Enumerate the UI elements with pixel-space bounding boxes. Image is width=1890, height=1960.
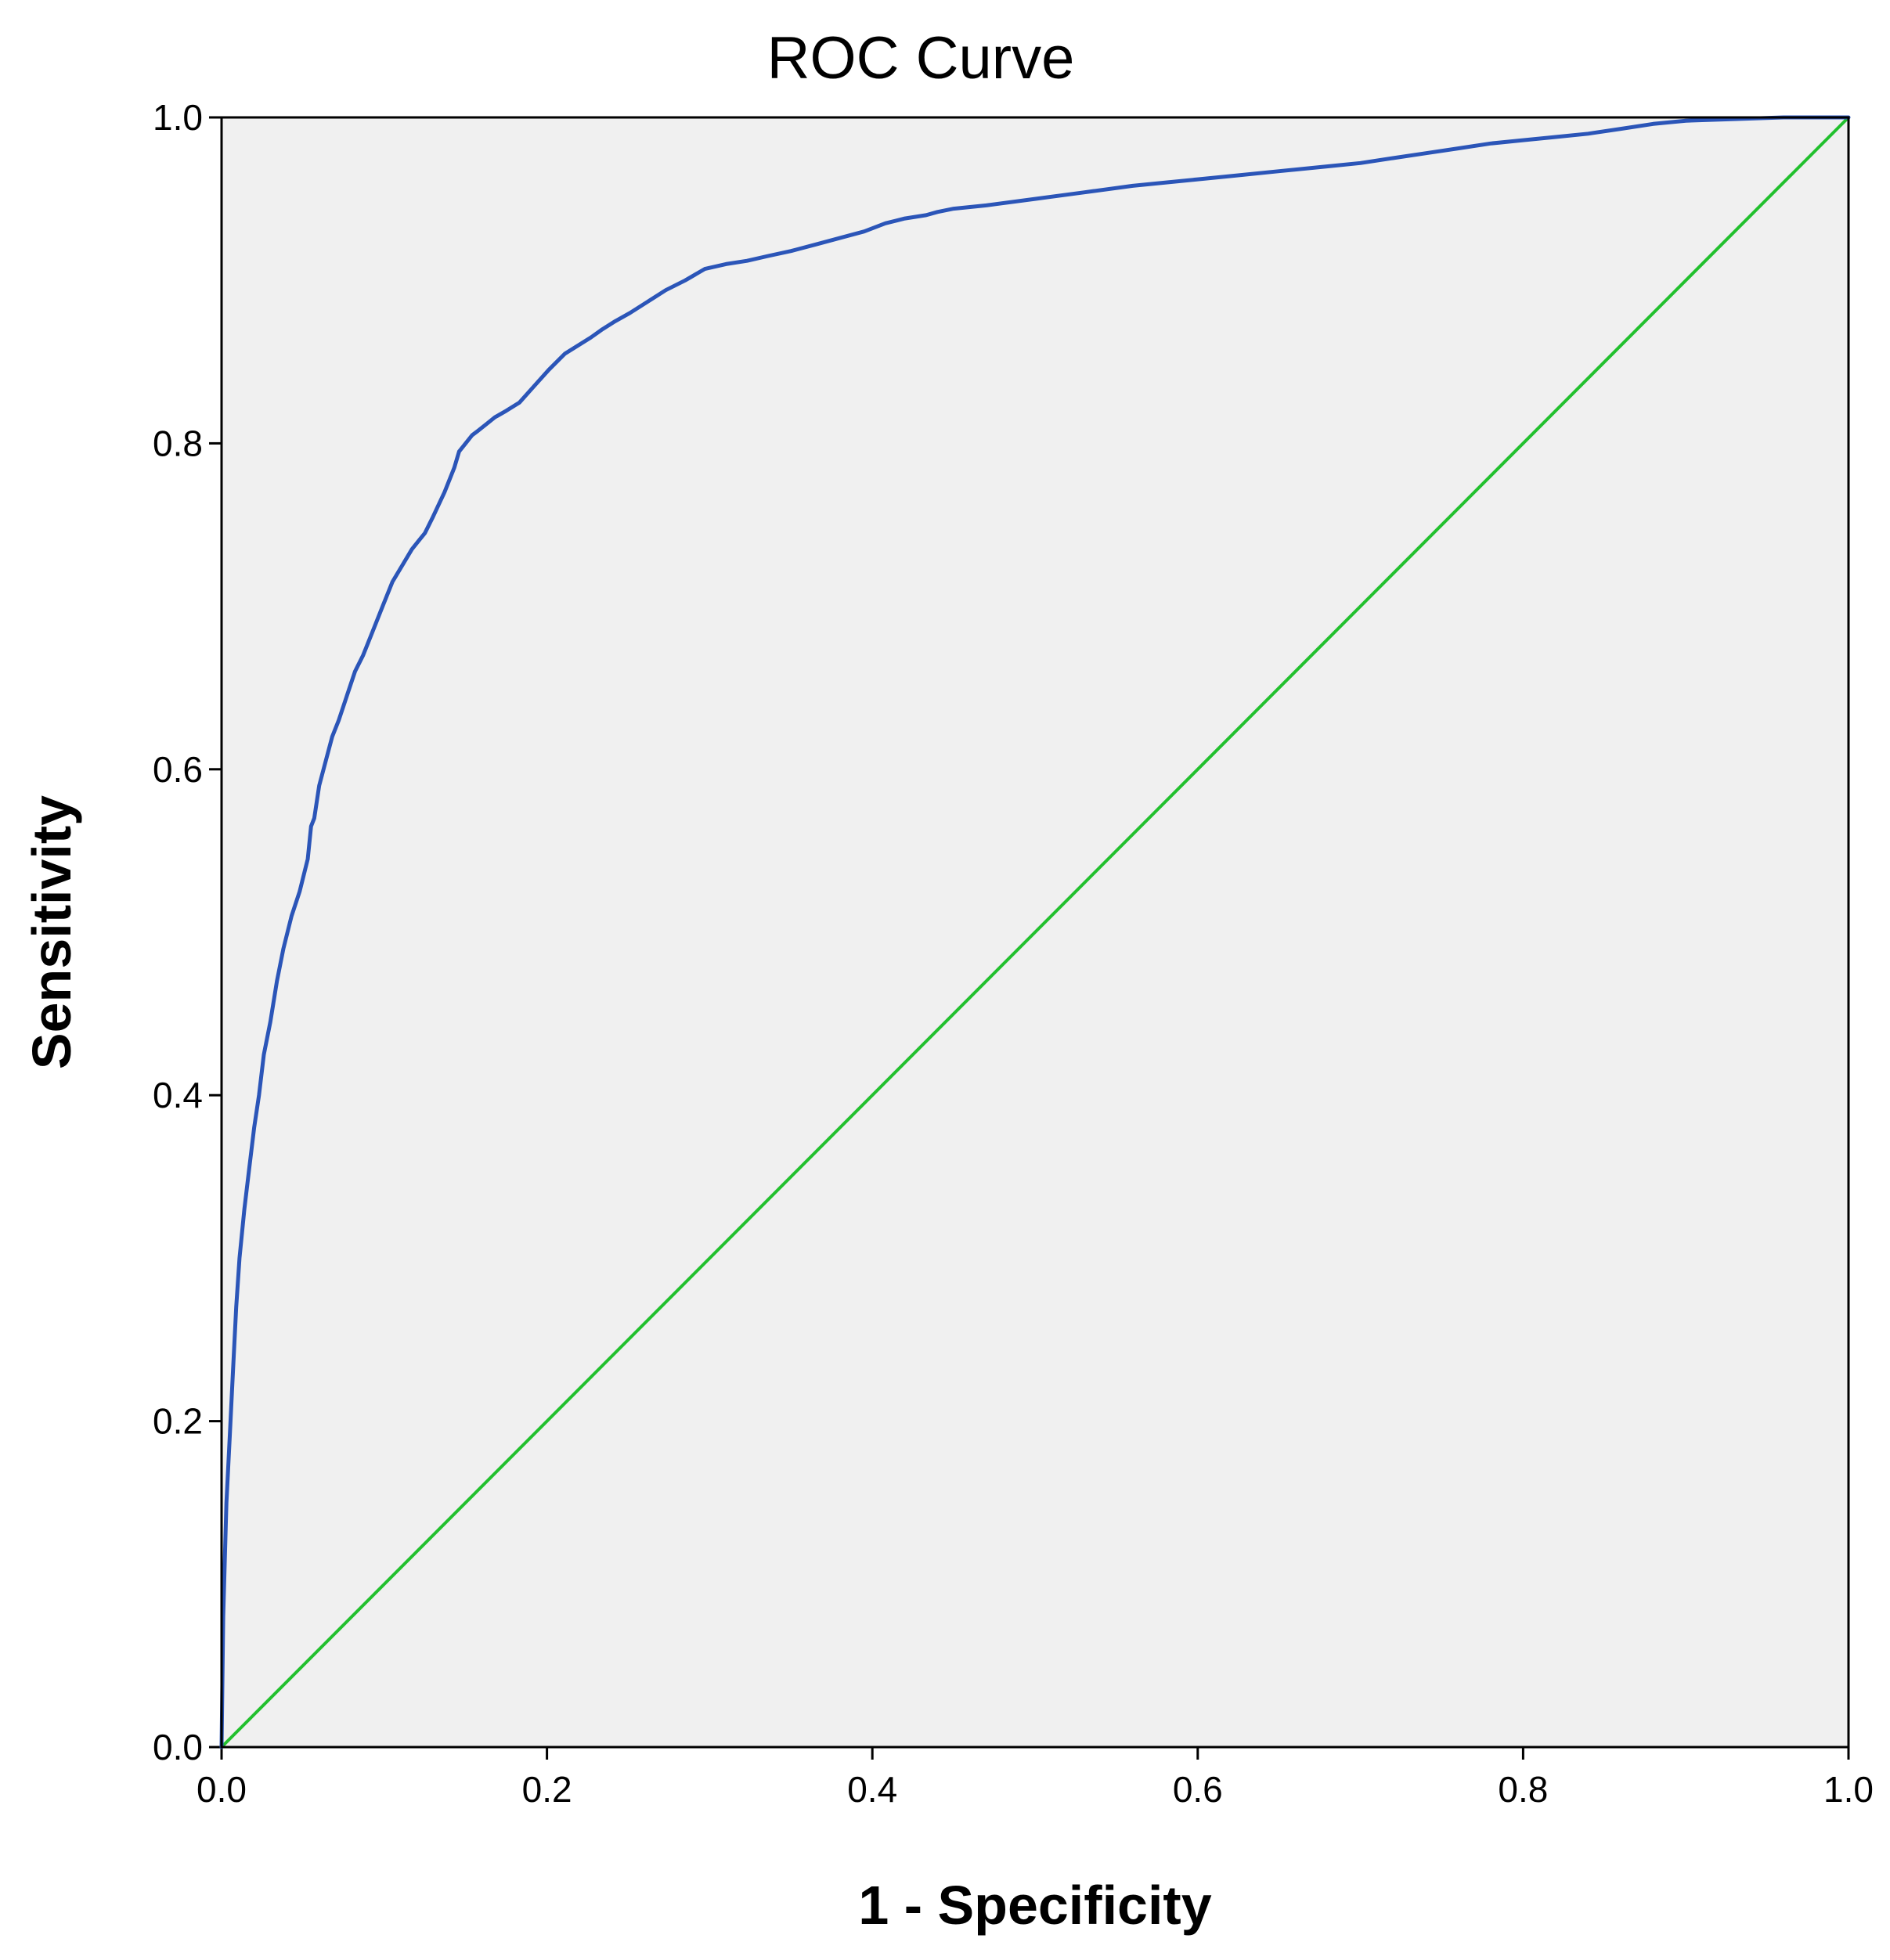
x-axis-label: 1 - Specificity <box>858 1875 1211 1936</box>
x-tick-label: 0.2 <box>522 1769 572 1810</box>
reference-line <box>220 116 1850 1749</box>
y-tick-label: 0.8 <box>153 423 203 463</box>
x-tick-label: 1.0 <box>1823 1769 1874 1810</box>
x-tick-label: 0.4 <box>847 1769 897 1810</box>
chart-title: ROC Curve <box>767 25 1075 92</box>
y-tick-label: 0.2 <box>153 1401 203 1442</box>
y-tick-label: 0.6 <box>153 749 203 790</box>
x-tick-label: 0.6 <box>1173 1769 1223 1810</box>
x-tick-label: 0.8 <box>1498 1769 1548 1810</box>
x-tick-label: 0.0 <box>197 1769 247 1810</box>
y-tick-label: 0.0 <box>153 1727 203 1767</box>
roc-curve-line <box>219 115 1851 1749</box>
tick-labels: 0.0 0.2 0.4 0.6 0.8 1.0 0.0 0.2 0.4 0.6 0.8 1.0 <box>153 97 1874 1810</box>
y-tick-label: 0.4 <box>153 1075 203 1115</box>
y-axis-label: Sensitivity <box>21 795 82 1069</box>
y-tick-label: 1.0 <box>153 97 203 138</box>
axis-ticks <box>209 116 1850 1760</box>
plot-frame <box>220 116 1850 1749</box>
